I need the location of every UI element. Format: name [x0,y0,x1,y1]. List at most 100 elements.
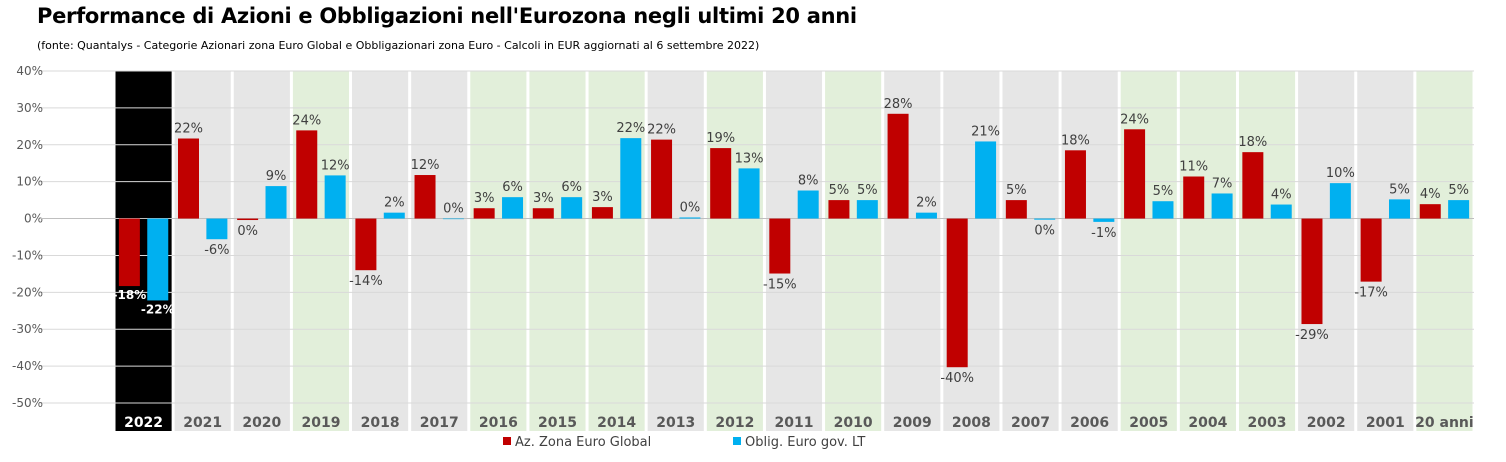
y-tick-label: 20% [16,138,43,152]
category-band [825,71,882,431]
x-tick-label: 2002 [1307,415,1346,431]
bar-azioni [1005,200,1027,219]
bar-obbligazioni [324,175,346,219]
category-band [1179,71,1236,431]
data-label: -6% [204,243,229,258]
bar-obbligazioni [620,138,642,219]
bar-obbligazioni [561,197,583,219]
data-label: 10% [1326,166,1355,181]
data-label: 22% [647,123,676,138]
x-tick-label: 2013 [656,415,695,431]
data-label: 5% [857,183,878,198]
bar-azioni [414,175,436,219]
data-label: 5% [1153,184,1174,199]
data-label: -15% [763,278,797,293]
category-band [1238,71,1296,431]
legend-item-azioni: Az. Zona Euro Global [503,435,651,450]
y-tick-label: 30% [16,101,43,115]
data-label: 12% [321,158,350,173]
bar-azioni [769,218,791,274]
data-label: 2% [916,196,937,211]
x-tick-label: 2012 [715,415,754,431]
bar-obbligazioni [797,190,819,219]
data-label: 18% [1061,133,1090,148]
legend-label-azioni: Az. Zona Euro Global [515,435,652,450]
data-label: 3% [474,191,495,206]
data-label: 7% [1212,176,1233,191]
bar-azioni [532,208,554,219]
bar-obbligazioni [1388,199,1410,219]
category-band [411,71,468,431]
x-tick-label: 2018 [361,415,400,431]
data-label: 5% [829,183,850,198]
y-tick-label: -30% [12,322,43,336]
x-tick-label: 2006 [1070,415,1109,431]
data-label: 11% [1179,160,1208,175]
x-tick-label: 2017 [420,415,459,431]
y-tick-label: 0% [24,212,43,226]
chart-title: Performance di Azioni e Obbligazioni nel… [37,4,857,28]
x-tick-label: 2008 [952,415,991,431]
bar-azioni [178,138,200,219]
bar-azioni [1124,129,1146,219]
category-band [233,71,290,431]
bar-obbligazioni [856,200,878,219]
data-label: 5% [1448,183,1469,198]
bar-azioni [1242,152,1264,219]
data-label: 19% [706,131,735,146]
x-tick-label: 2016 [479,415,518,431]
bar-azioni [1360,218,1382,282]
data-label: 0% [443,202,464,217]
bar-obbligazioni [915,212,937,219]
x-tick-label: 2005 [1129,415,1168,431]
x-tick-label: 2022 [124,415,163,431]
y-tick-label: 10% [16,175,43,189]
x-tick-label: 20 anni [1415,415,1474,431]
data-label: 12% [411,158,440,173]
x-tick-label: 2004 [1188,415,1227,431]
bar-obbligazioni [502,197,524,219]
y-tick-label: -20% [12,285,43,299]
data-label: -17% [1354,286,1388,301]
bar-azioni [1301,218,1323,325]
bar-azioni [1419,204,1441,219]
data-label: 28% [884,97,913,112]
category-band [174,71,231,431]
data-label: 21% [971,124,1000,139]
data-label: 13% [735,151,764,166]
data-label: 6% [561,180,582,195]
x-tick-label: 2007 [1011,415,1050,431]
bar-azioni [473,208,495,219]
y-tick-label: 40% [16,64,43,78]
bar-obbligazioni [265,186,287,219]
bar-azioni [1183,176,1205,219]
legend-item-obbligazioni: Oblig. Euro gov. LT [733,435,865,450]
bar-obbligazioni [1329,183,1351,219]
data-label: 0% [1034,224,1055,239]
bar-obbligazioni [1448,200,1470,219]
chart-subtitle: (fonte: Quantalys - Categorie Azionari z… [37,39,760,52]
bar-azioni [1064,150,1086,219]
category-band [1061,71,1118,431]
bar-obbligazioni [1034,218,1056,220]
bar-obbligazioni [442,218,464,220]
legend-swatch-azioni [503,437,511,445]
x-tick-label: 2015 [538,415,577,431]
bar-azioni [651,139,673,219]
data-label: 2% [384,196,405,211]
data-label: 0% [680,200,701,215]
bar-obbligazioni [975,141,997,219]
x-tick-label: 2011 [775,415,814,431]
data-label: -40% [940,371,974,386]
data-label: 4% [1420,187,1441,202]
legend-label-obbligazioni: Oblig. Euro gov. LT [745,435,866,450]
data-label: 6% [502,180,523,195]
bar-azioni [887,113,909,219]
bar-obbligazioni [383,212,405,219]
category-band [706,71,763,431]
bar-obbligazioni [1270,204,1292,219]
data-label: -18% [113,288,147,302]
x-tick-label: 2020 [242,415,281,431]
bar-azioni [710,148,732,219]
